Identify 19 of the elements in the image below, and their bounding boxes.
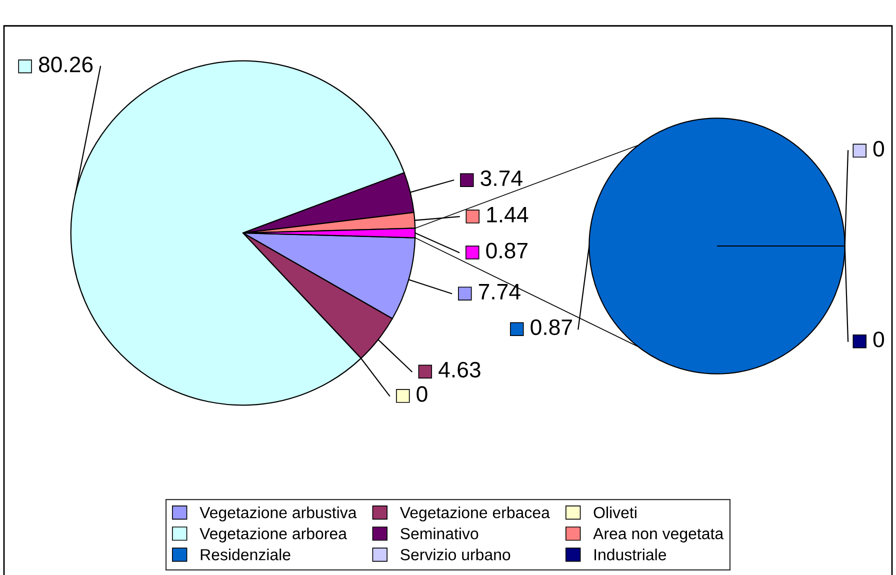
data-label: 0.87 — [486, 242, 528, 258]
data-label: 0.87 — [530, 319, 572, 336]
legend-label: Oliveti — [594, 506, 636, 518]
legend-label: Area non vegetata — [593, 528, 724, 542]
data-label: 1.44 — [487, 207, 528, 222]
text: 0 — [873, 140, 884, 157]
legend-label: Residenziale — [200, 548, 290, 560]
legend-label: Vegetazione erbacea — [400, 506, 550, 522]
legend-label: Industriale — [594, 548, 666, 560]
legend-label: Seminativo — [400, 528, 478, 540]
text: 0 — [873, 332, 884, 348]
data-label: 3.74 — [480, 170, 522, 186]
text: 0 — [416, 386, 428, 402]
legend-label: Vegetazione arbustiva — [200, 506, 357, 522]
data-label: 4.63 — [438, 362, 480, 378]
data-label: 80.26 — [38, 56, 93, 72]
legend-label: Vegetazione arborea — [200, 528, 347, 542]
legend-label: Servizio urbano — [400, 548, 510, 560]
data-label: 7.74 — [478, 284, 520, 300]
